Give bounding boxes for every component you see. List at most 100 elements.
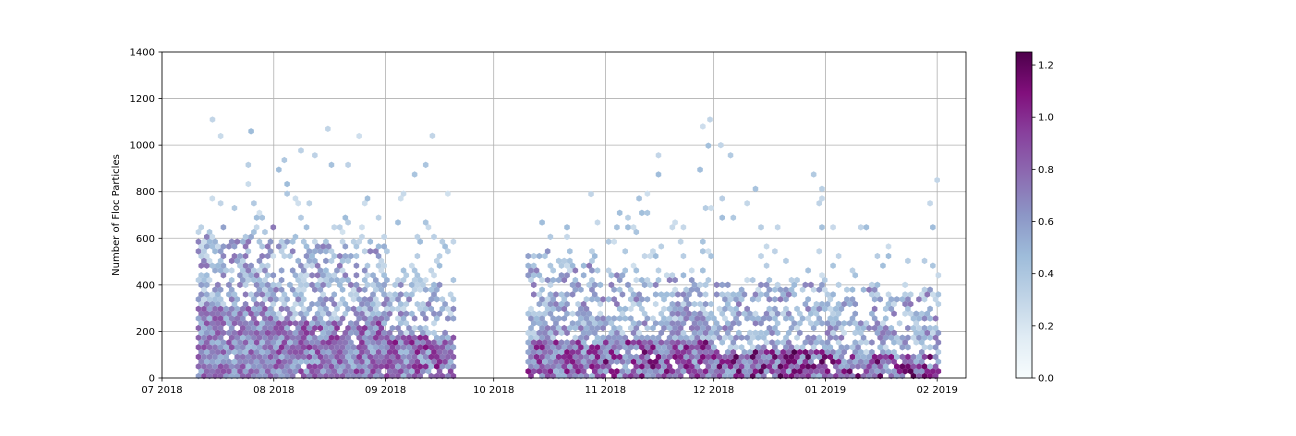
hexbin-cell (536, 252, 543, 260)
hexbin-cell (292, 329, 299, 337)
hexbin-cell (309, 358, 315, 365)
hexbin-cell (375, 368, 382, 375)
hexbin-cell (195, 276, 202, 284)
hexbin-cell (891, 368, 897, 375)
hexbin-cell (389, 296, 396, 303)
hexbin-cell (772, 353, 778, 361)
hexbin-cell (785, 339, 792, 346)
hexbin-cell (702, 348, 709, 356)
hexbin-cell (204, 243, 210, 250)
hexbin-cell (727, 363, 734, 370)
hexbin-cell (251, 228, 257, 236)
hexbin-cell (700, 123, 706, 130)
hexbin-cell (389, 324, 396, 332)
hexbin-cell (899, 363, 906, 370)
hexbin-cell (641, 320, 648, 327)
hexbin-cell (356, 363, 362, 370)
hexbin-cell (744, 353, 750, 361)
hexbin-cell (198, 262, 204, 269)
hexbin-cell (655, 334, 662, 341)
hexbin-cell (375, 358, 382, 365)
hexbin-cell (212, 267, 218, 274)
hexbin-cell (240, 257, 246, 265)
hexbin-cell (763, 310, 770, 317)
hexbin-cell (439, 344, 446, 351)
hexbin-cell (575, 320, 581, 327)
hexbin-cell (594, 219, 601, 226)
hexbin-cell (425, 368, 432, 375)
hexbin-cell (661, 344, 667, 351)
hexbin-cell (572, 363, 579, 370)
hexbin-cell (605, 363, 612, 370)
hexbin-cell (539, 324, 545, 332)
hexbin-cell (600, 315, 606, 322)
hexbin-cell (234, 238, 241, 245)
hexbin-cell (364, 310, 371, 317)
hexbin-cell (411, 315, 418, 322)
hexbin-cell (641, 348, 648, 356)
hexbin-cell (819, 348, 825, 356)
hexbin-cell (733, 344, 739, 351)
hexbin-cell (849, 315, 856, 322)
hexbin-cell (564, 310, 570, 317)
hexbin-cell (312, 324, 318, 332)
hexbin-cell (334, 267, 340, 274)
hexbin-cell (373, 248, 379, 255)
hexbin-cell (641, 252, 648, 260)
hexbin-cell (281, 252, 288, 260)
hexbin-cell (525, 262, 532, 269)
hexbin-cell (300, 238, 307, 245)
hexbin-cell (924, 310, 931, 317)
hexbin-cell (891, 348, 897, 356)
hexbin-cell (198, 272, 204, 279)
hexbin-cell (209, 320, 216, 327)
hexbin-cell (337, 358, 343, 365)
hexbin-cell (580, 310, 587, 317)
hexbin-cell (231, 368, 238, 375)
hexbin-cell (531, 339, 537, 346)
hexbin-cell (528, 334, 534, 341)
hexbin-cell (589, 296, 595, 303)
hexbin-cell (544, 324, 551, 332)
hexbin-cell (198, 320, 204, 327)
hexbin-cell (799, 363, 806, 370)
hexbin-cell (237, 310, 243, 317)
hexbin-cell (231, 300, 238, 308)
hexbin-cell (253, 214, 260, 221)
hexbin-cell (328, 363, 335, 370)
hexbin-cell (727, 353, 734, 361)
hexbin-cell (339, 238, 346, 245)
hexbin-cell (841, 368, 847, 375)
hexbin-cell (630, 358, 637, 365)
hexbin-cell (373, 286, 379, 293)
hexbin-cell (589, 257, 595, 265)
hexbin-cell (273, 286, 279, 293)
hexbin-cell (871, 324, 878, 332)
hexbin-cell (422, 305, 429, 313)
hexbin-cell (677, 315, 684, 322)
hexbin-cell (683, 305, 689, 313)
hexbin-cell (262, 286, 268, 293)
hexbin-cell (885, 368, 892, 375)
hexbin-cell (619, 368, 626, 375)
hexbin-cell (630, 320, 637, 327)
hexbin-cell (217, 267, 224, 274)
hexbin-cell (866, 353, 872, 361)
hexbin-cell (583, 324, 590, 332)
hexbin-cell (450, 353, 457, 361)
hexbin-cell (553, 358, 559, 365)
hexbin-cell (655, 152, 662, 159)
hexbin-cell (306, 334, 313, 341)
hexbin-cell (525, 272, 532, 279)
hexbin-cell (242, 339, 249, 346)
hexbin-cell (708, 310, 714, 317)
hexbin-cell (708, 339, 714, 346)
hexbin-cell (217, 257, 224, 265)
hexbin-cell (436, 339, 443, 346)
hexbin-cell (761, 363, 767, 370)
hexbin-cell (705, 315, 712, 322)
colorbar-tick-label: 0.8 (1038, 165, 1054, 176)
hexbin-cell (422, 161, 429, 169)
hexbin-cell (403, 339, 410, 346)
hexbin-cell (655, 353, 662, 361)
